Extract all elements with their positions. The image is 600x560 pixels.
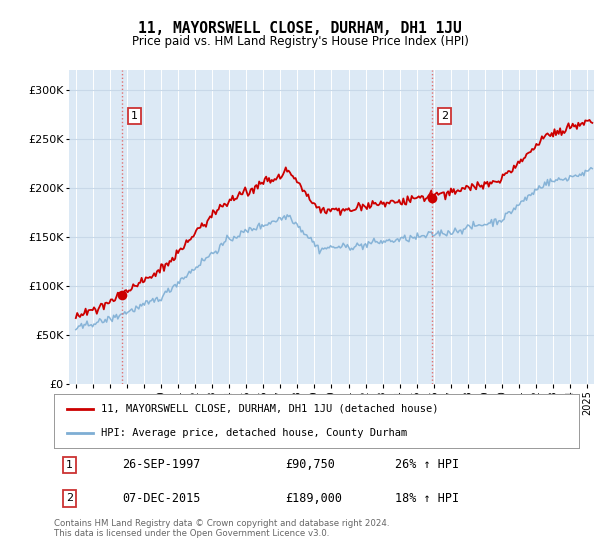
Text: 26-SEP-1997: 26-SEP-1997 xyxy=(122,459,200,472)
Text: 11, MAYORSWELL CLOSE, DURHAM, DH1 1JU (detached house): 11, MAYORSWELL CLOSE, DURHAM, DH1 1JU (d… xyxy=(101,404,439,414)
Text: 11, MAYORSWELL CLOSE, DURHAM, DH1 1JU: 11, MAYORSWELL CLOSE, DURHAM, DH1 1JU xyxy=(138,21,462,36)
Text: 07-DEC-2015: 07-DEC-2015 xyxy=(122,492,200,505)
Text: £189,000: £189,000 xyxy=(285,492,342,505)
Text: Contains HM Land Registry data © Crown copyright and database right 2024.
This d: Contains HM Land Registry data © Crown c… xyxy=(54,519,389,538)
Text: 26% ↑ HPI: 26% ↑ HPI xyxy=(395,459,460,472)
Text: 1: 1 xyxy=(131,111,138,121)
Text: Price paid vs. HM Land Registry's House Price Index (HPI): Price paid vs. HM Land Registry's House … xyxy=(131,35,469,48)
Text: HPI: Average price, detached house, County Durham: HPI: Average price, detached house, Coun… xyxy=(101,428,407,438)
Text: 18% ↑ HPI: 18% ↑ HPI xyxy=(395,492,460,505)
Text: 1: 1 xyxy=(66,460,73,470)
Text: £90,750: £90,750 xyxy=(285,459,335,472)
Text: 2: 2 xyxy=(441,111,448,121)
Text: 2: 2 xyxy=(66,493,73,503)
